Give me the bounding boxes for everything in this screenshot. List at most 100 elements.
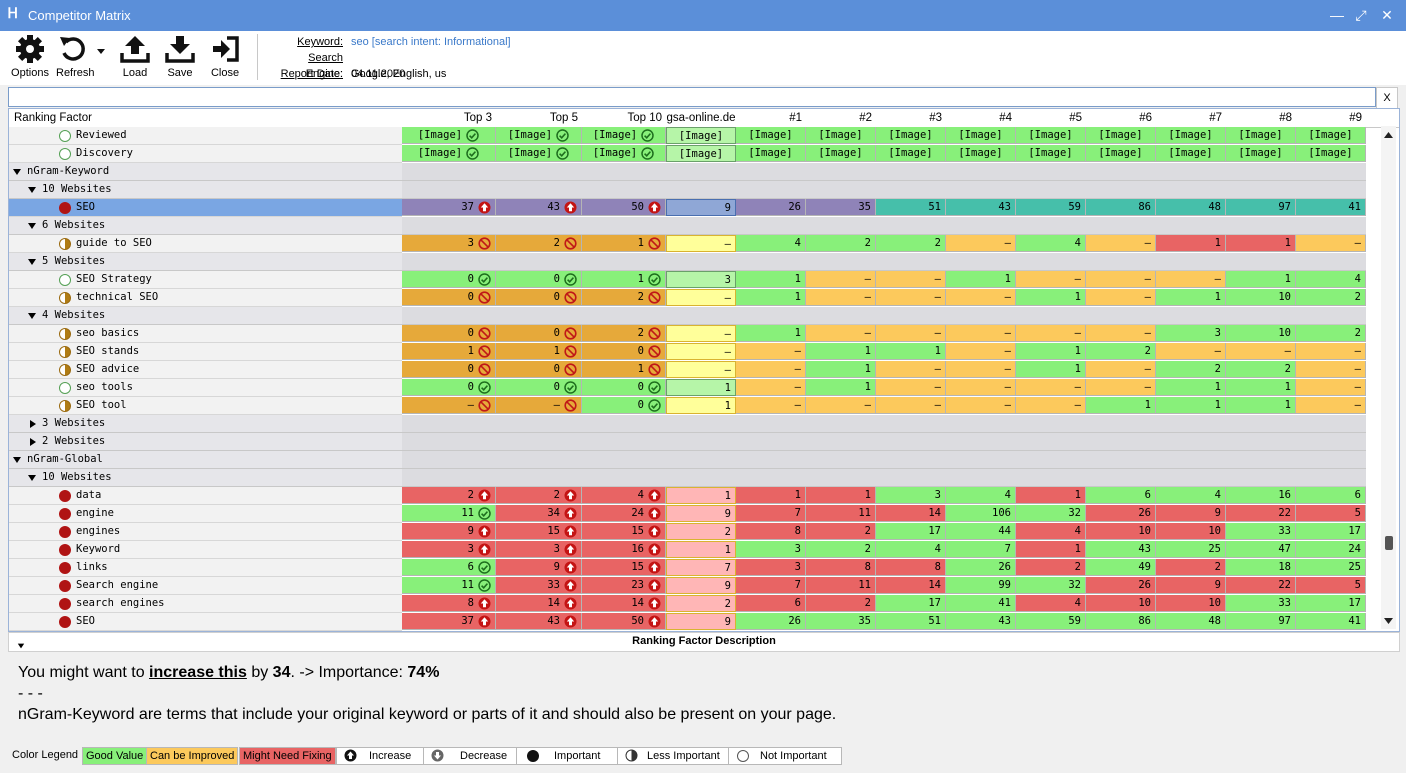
value-cell[interactable]: – (736, 379, 806, 396)
value-cell[interactable]: – (806, 397, 876, 414)
value-cell[interactable]: 59 (1016, 199, 1086, 216)
value-cell[interactable]: [Image] (496, 145, 582, 162)
value-cell[interactable]: 17 (876, 523, 946, 540)
value-cell[interactable]: – (666, 361, 736, 378)
value-cell[interactable]: 2 (496, 487, 582, 504)
value-cell[interactable]: 24 (1296, 541, 1366, 558)
value-cell[interactable]: 44 (946, 523, 1016, 540)
value-cell[interactable]: 3 (402, 541, 496, 558)
value-cell[interactable]: 37 (402, 613, 496, 630)
value-cell[interactable]: – (1016, 271, 1086, 288)
value-cell[interactable]: 8 (736, 523, 806, 540)
table-row[interactable]: SEO advice 0 0 1 – – 1 – – 1 – 2 2 – (9, 361, 1383, 379)
value-cell[interactable]: 10 (1086, 595, 1156, 612)
value-cell[interactable]: 2 (666, 595, 736, 612)
value-cell[interactable]: 43 (496, 199, 582, 216)
value-cell[interactable]: 11 (806, 577, 876, 594)
value-cell[interactable]: – (1086, 379, 1156, 396)
value-cell[interactable]: 1 (1226, 379, 1296, 396)
value-cell[interactable]: 4 (1016, 235, 1086, 252)
value-cell[interactable]: 43 (1086, 541, 1156, 558)
value-cell[interactable]: 9 (666, 199, 736, 216)
value-cell[interactable]: 11 (806, 505, 876, 522)
value-cell[interactable]: 3 (1156, 325, 1226, 342)
value-cell[interactable]: [Image] (1156, 145, 1226, 162)
value-cell[interactable]: 1 (1086, 397, 1156, 414)
value-cell[interactable]: 32 (1016, 577, 1086, 594)
value-cell[interactable]: 2 (806, 541, 876, 558)
value-cell[interactable]: 2 (1226, 361, 1296, 378)
value-cell[interactable]: 4 (1296, 271, 1366, 288)
value-cell[interactable]: 41 (1296, 613, 1366, 630)
value-cell[interactable]: – (876, 397, 946, 414)
column-header-5[interactable]: #1 (789, 112, 802, 124)
value-cell[interactable]: – (946, 325, 1016, 342)
expand-arrow-icon[interactable] (28, 222, 36, 229)
value-cell[interactable]: [Image] (1086, 145, 1156, 162)
value-cell[interactable]: [Image] (736, 145, 806, 162)
value-cell[interactable]: 4 (876, 541, 946, 558)
value-cell[interactable]: [Image] (1296, 127, 1366, 144)
value-cell[interactable]: – (946, 379, 1016, 396)
value-cell[interactable]: [Image] (1016, 127, 1086, 144)
value-cell[interactable]: 43 (946, 613, 1016, 630)
value-cell[interactable]: 6 (1086, 487, 1156, 504)
value-cell[interactable]: 9 (666, 613, 736, 630)
value-cell[interactable]: [Image] (666, 127, 736, 144)
value-cell[interactable]: 6 (402, 559, 496, 576)
value-cell[interactable]: 22 (1226, 577, 1296, 594)
value-cell[interactable]: 26 (1086, 577, 1156, 594)
value-cell[interactable]: 0 (496, 325, 582, 342)
value-cell[interactable]: 3 (736, 541, 806, 558)
value-cell[interactable]: 10 (1226, 289, 1296, 306)
value-cell[interactable]: 33 (1226, 595, 1296, 612)
value-cell[interactable]: 33 (1226, 523, 1296, 540)
value-cell[interactable]: 3 (876, 487, 946, 504)
value-cell[interactable]: 8 (402, 595, 496, 612)
group-row[interactable]: nGram-Global (9, 451, 1383, 469)
options-button[interactable]: Options (8, 33, 52, 83)
value-cell[interactable]: – (496, 397, 582, 414)
value-cell[interactable]: 2 (666, 523, 736, 540)
value-cell[interactable]: – (876, 379, 946, 396)
value-cell[interactable]: 1 (1156, 289, 1226, 306)
value-cell[interactable]: 1 (1226, 235, 1296, 252)
value-cell[interactable]: [Image] (806, 127, 876, 144)
value-cell[interactable]: – (946, 361, 1016, 378)
value-cell[interactable]: – (1226, 343, 1296, 360)
minimize-icon[interactable]: — (1330, 7, 1344, 23)
table-row[interactable]: search engines 8 14 14 2 6 2 17 41 4 10 10 33 17 (9, 595, 1383, 613)
value-cell[interactable]: 0 (402, 361, 496, 378)
value-cell[interactable]: 26 (736, 199, 806, 216)
table-row[interactable]: data 2 2 4 1 1 1 3 4 1 6 4 16 6 (9, 487, 1383, 505)
value-cell[interactable]: 1 (1016, 361, 1086, 378)
value-cell[interactable]: 9 (666, 577, 736, 594)
value-cell[interactable]: [Image] (1086, 127, 1156, 144)
value-cell[interactable]: 1 (806, 379, 876, 396)
table-row[interactable]: Discovery [Image] [Image] [Image] [Image] [Im… (9, 145, 1383, 163)
value-cell[interactable]: 41 (946, 595, 1016, 612)
group-row[interactable]: 5 Websites (9, 253, 1383, 271)
value-cell[interactable]: 59 (1016, 613, 1086, 630)
table-row[interactable]: SEO 37 43 50 9 26 35 51 43 59 86 48 97 41 (9, 199, 1383, 217)
expand-arrow-icon[interactable] (13, 456, 21, 463)
value-cell[interactable]: 4 (736, 235, 806, 252)
value-cell[interactable]: – (1296, 397, 1366, 414)
expand-arrow-icon[interactable] (28, 474, 36, 481)
value-cell[interactable]: 0 (496, 289, 582, 306)
value-cell[interactable]: 99 (946, 577, 1016, 594)
value-cell[interactable]: 7 (736, 505, 806, 522)
value-cell[interactable]: 6 (1296, 487, 1366, 504)
value-cell[interactable]: 17 (876, 595, 946, 612)
value-cell[interactable]: 2 (1016, 559, 1086, 576)
value-cell[interactable]: 4 (1016, 523, 1086, 540)
column-header-8[interactable]: #4 (999, 112, 1012, 124)
value-cell[interactable]: 1 (736, 289, 806, 306)
table-row[interactable]: Search engine 11 33 23 9 7 11 14 99 32 26 9 22 5 (9, 577, 1383, 595)
value-cell[interactable]: 1 (1016, 541, 1086, 558)
value-cell[interactable]: 1 (806, 487, 876, 504)
expand-arrow-icon[interactable] (28, 258, 36, 265)
value-cell[interactable]: 43 (496, 613, 582, 630)
value-cell[interactable]: 33 (496, 577, 582, 594)
value-cell[interactable]: 2 (496, 235, 582, 252)
